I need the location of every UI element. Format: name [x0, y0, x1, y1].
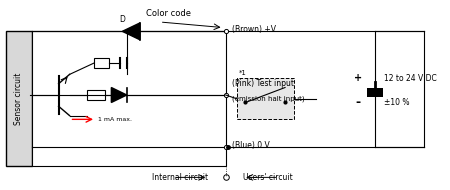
Text: ±10 %: ±10 % — [384, 98, 410, 107]
Text: (Pink) Test input: (Pink) Test input — [232, 79, 294, 88]
Text: D: D — [119, 15, 125, 24]
Bar — [87, 90, 105, 100]
Text: *1: *1 — [239, 70, 247, 76]
Polygon shape — [122, 23, 140, 40]
Bar — [94, 59, 109, 68]
Text: Users' circuit: Users' circuit — [243, 173, 293, 182]
Text: (emission halt input): (emission halt input) — [232, 96, 305, 102]
Polygon shape — [111, 88, 127, 102]
Bar — [32, 31, 226, 166]
Text: (Brown) +V: (Brown) +V — [232, 25, 276, 34]
Text: (Blue) 0 V: (Blue) 0 V — [232, 141, 270, 150]
Text: Color code: Color code — [146, 9, 191, 18]
Bar — [6, 31, 32, 166]
Text: -: - — [355, 96, 360, 109]
Bar — [237, 78, 294, 119]
Text: Internal circuit: Internal circuit — [152, 173, 208, 182]
Bar — [367, 88, 383, 97]
Text: 12 to 24 V DC: 12 to 24 V DC — [384, 74, 437, 83]
Text: Sensor circuit: Sensor circuit — [14, 73, 23, 125]
Text: +: + — [354, 73, 362, 83]
Text: 1 mA max.: 1 mA max. — [98, 117, 132, 122]
